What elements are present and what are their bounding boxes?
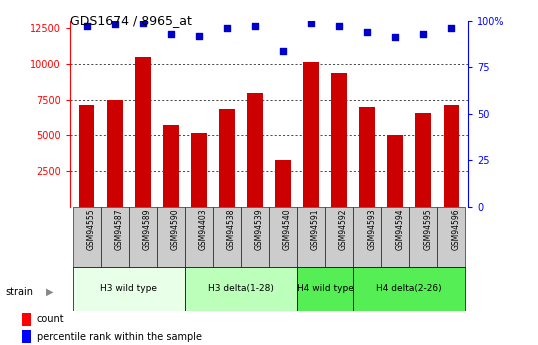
Text: H3 delta(1-28): H3 delta(1-28)	[208, 284, 274, 293]
Point	[110, 22, 119, 27]
Bar	[297, 207, 325, 267]
Text: GSM94591: GSM94591	[311, 208, 320, 249]
Bar	[359, 107, 375, 207]
Bar	[437, 207, 465, 267]
Point	[419, 31, 428, 37]
Bar	[275, 160, 291, 207]
Bar	[353, 207, 381, 267]
Bar	[73, 267, 185, 310]
Text: ▶: ▶	[46, 287, 53, 296]
Point	[167, 31, 175, 37]
Bar	[325, 207, 353, 267]
Point	[82, 23, 91, 29]
Text: GSM94594: GSM94594	[395, 208, 404, 250]
Bar	[129, 207, 157, 267]
Bar	[185, 207, 213, 267]
Text: H3 wild type: H3 wild type	[100, 284, 157, 293]
Text: percentile rank within the sample: percentile rank within the sample	[37, 332, 202, 342]
Point	[138, 20, 147, 25]
Point	[251, 23, 259, 29]
Bar	[79, 105, 95, 207]
Bar	[219, 109, 235, 207]
Text: GSM94540: GSM94540	[283, 208, 292, 250]
Text: GSM94587: GSM94587	[115, 208, 124, 249]
Bar	[303, 61, 318, 207]
Bar	[135, 57, 151, 207]
Point	[307, 20, 315, 25]
Bar	[415, 113, 431, 207]
Bar	[185, 267, 297, 310]
Point	[335, 23, 343, 29]
Text: GDS1674 / 8965_at: GDS1674 / 8965_at	[70, 14, 192, 27]
Text: H4 delta(2-26): H4 delta(2-26)	[377, 284, 442, 293]
Text: H4 wild type: H4 wild type	[296, 284, 353, 293]
Bar	[247, 93, 263, 207]
Text: GSM94593: GSM94593	[367, 208, 376, 250]
Text: GSM94538: GSM94538	[227, 208, 236, 249]
Bar	[101, 207, 129, 267]
Bar	[22, 330, 31, 343]
Text: GSM94555: GSM94555	[87, 208, 96, 250]
Bar	[353, 267, 465, 310]
Bar	[157, 207, 185, 267]
Text: GSM94595: GSM94595	[423, 208, 432, 250]
Point	[279, 48, 287, 53]
Text: strain: strain	[5, 287, 33, 296]
Bar	[443, 105, 459, 207]
Point	[391, 35, 400, 40]
Bar	[22, 313, 31, 326]
Text: GSM94403: GSM94403	[199, 208, 208, 250]
Bar	[163, 125, 179, 207]
Text: GSM94592: GSM94592	[339, 208, 348, 249]
Bar	[331, 73, 347, 207]
Bar	[191, 133, 207, 207]
Bar	[387, 135, 403, 207]
Bar	[409, 207, 437, 267]
Text: GSM94589: GSM94589	[143, 208, 152, 249]
Point	[447, 26, 456, 31]
Bar	[381, 207, 409, 267]
Text: GSM94596: GSM94596	[451, 208, 460, 250]
Bar	[241, 207, 269, 267]
Text: GSM94590: GSM94590	[171, 208, 180, 250]
Point	[363, 29, 371, 34]
Bar	[73, 207, 101, 267]
Text: GSM94539: GSM94539	[255, 208, 264, 250]
Bar	[269, 207, 297, 267]
Bar	[297, 267, 353, 310]
Text: count: count	[37, 315, 64, 324]
Point	[223, 26, 231, 31]
Point	[195, 33, 203, 38]
Bar	[213, 207, 241, 267]
Bar	[107, 99, 123, 207]
